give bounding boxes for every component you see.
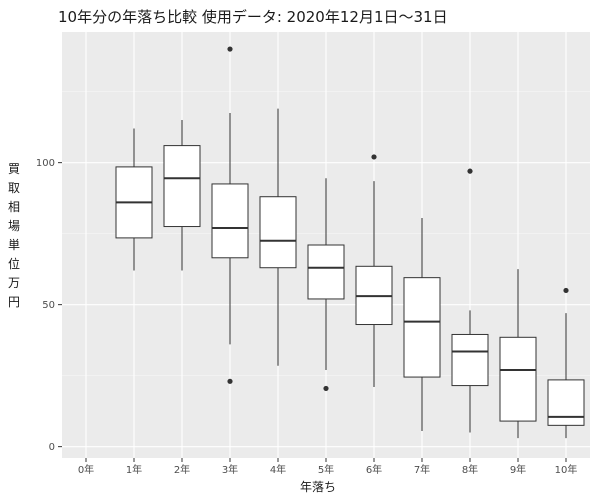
- outlier-point: [227, 46, 233, 52]
- box-6年: [355, 154, 393, 387]
- x-tick-label: 9年: [510, 463, 526, 476]
- box-5年: [307, 178, 345, 392]
- box-2年: [163, 120, 201, 271]
- x-tick-label: 2年: [174, 463, 190, 476]
- box-iqr: [307, 244, 345, 300]
- x-tick-label: 5年: [318, 463, 334, 476]
- y-tick-label: 0: [49, 442, 55, 453]
- x-tick-label: 6年: [366, 463, 382, 476]
- y-tick-label: 100: [36, 158, 55, 169]
- x-tick-label: 3年: [222, 463, 238, 476]
- box-10年: [547, 287, 585, 439]
- boxplot-series: [115, 46, 585, 439]
- outlier-point: [227, 378, 233, 384]
- box-iqr: [163, 145, 201, 228]
- outlier-point: [371, 154, 377, 160]
- box-9年: [499, 269, 537, 439]
- box-iqr: [547, 379, 585, 426]
- x-tick-label: 1年: [126, 463, 142, 476]
- box-8年: [451, 168, 489, 433]
- box-3年: [211, 46, 249, 384]
- y-tick-label: 50: [42, 300, 55, 311]
- box-4年: [259, 108, 297, 366]
- outlier-point: [563, 287, 569, 294]
- box-1年: [115, 128, 153, 271]
- x-tick-label: 10年: [555, 463, 578, 476]
- x-tick-label: 0年: [78, 463, 94, 476]
- x-tick-label: 8年: [462, 463, 478, 476]
- chart-title: 10年分の年落ち比較 使用データ: 2020年12月1日～31日: [58, 8, 448, 26]
- box-iqr: [403, 277, 441, 378]
- x-axis-label: 年落ち: [300, 480, 337, 494]
- box-iqr: [259, 196, 297, 269]
- box-iqr: [499, 336, 537, 422]
- outlier-point: [467, 168, 473, 174]
- x-tick-label: 7年: [414, 463, 430, 476]
- box-7年: [403, 218, 441, 432]
- axes: 0 50 100 0年 1年 2年 3年 4年 5年 6年 7年 8年 9年 10年: [36, 158, 577, 476]
- box-iqr: [451, 333, 489, 387]
- x-tick-label: 4年: [270, 463, 286, 476]
- outlier-point: [323, 385, 329, 392]
- y-axis-label: 買取相場 単位 万円: [7, 162, 20, 309]
- box-iqr: [211, 183, 249, 259]
